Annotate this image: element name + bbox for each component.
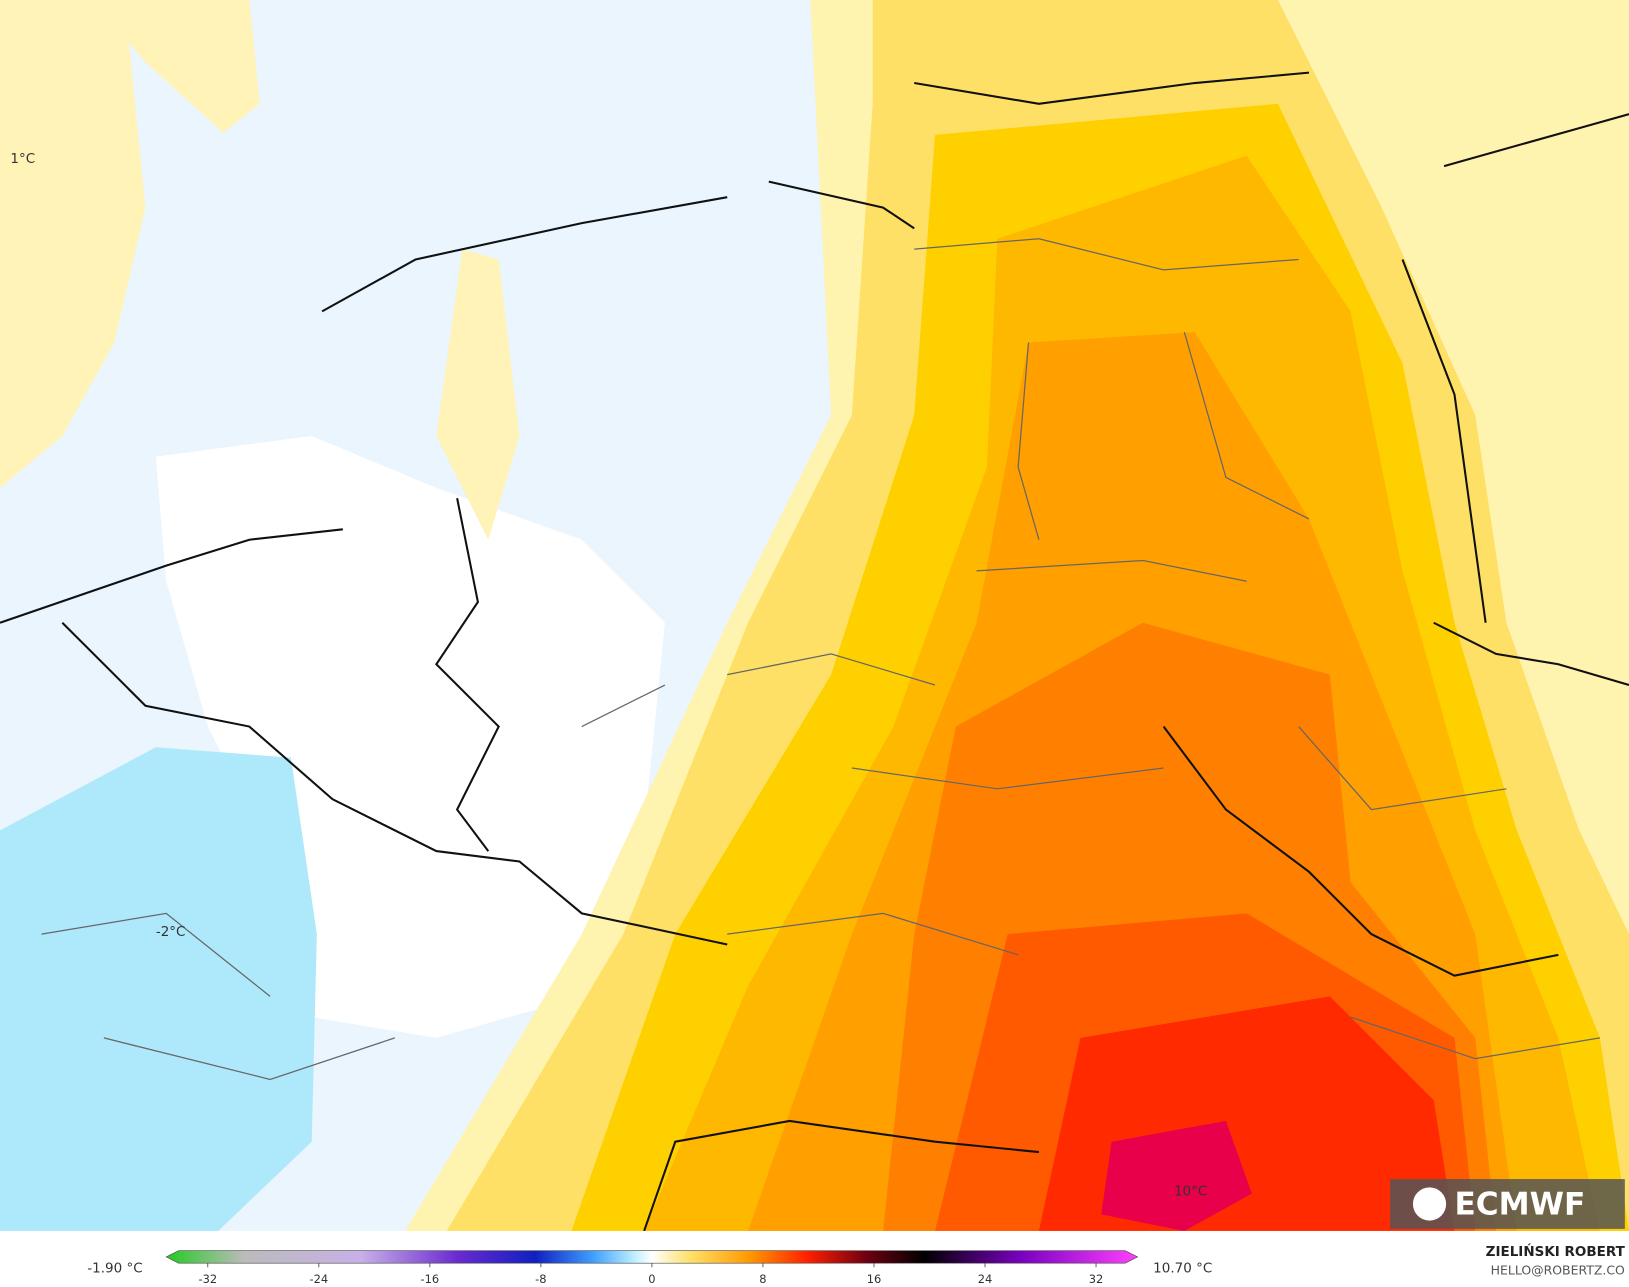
colorbar-tick-label: -8 bbox=[535, 1272, 546, 1286]
logo: ECMWF bbox=[1454, 1186, 1585, 1222]
zone-cold bbox=[0, 747, 317, 1231]
colorbar-tick-label: -24 bbox=[309, 1272, 328, 1286]
colorbar-tick-label: -16 bbox=[421, 1272, 440, 1286]
isotherm-label: 10°C bbox=[1174, 1184, 1207, 1200]
map-area: 1°C -2°C 10°C ECMWF bbox=[0, 0, 1629, 1232]
colorbar-tick-label: 24 bbox=[978, 1272, 993, 1286]
isotherm-label: -2°C bbox=[156, 924, 186, 940]
region-border bbox=[41, 238, 1601, 1081]
zone-pale-yellow bbox=[0, 0, 146, 488]
contact: HELLO@ROBERTZ.CO bbox=[1491, 1263, 1625, 1278]
max-label: 10.70 °C bbox=[1153, 1260, 1212, 1276]
author: ZIELIŃSKI ROBERT bbox=[1486, 1242, 1626, 1260]
zone-pale-yellow bbox=[436, 249, 520, 540]
country-border bbox=[61, 259, 1629, 1232]
colorbar bbox=[165, 1250, 1139, 1264]
isotherm-label: 1°C bbox=[10, 151, 35, 167]
zone-pale-yellow bbox=[93, 0, 260, 133]
zone-t9 bbox=[1101, 1120, 1252, 1231]
colorbar-tick-label: 32 bbox=[1089, 1272, 1104, 1286]
colorbar-tick-label: -32 bbox=[198, 1272, 217, 1286]
min-label: -1.90 °C bbox=[87, 1260, 142, 1276]
colorbar-tick-label: 8 bbox=[759, 1272, 766, 1286]
colorbar-tick-label: 0 bbox=[648, 1272, 655, 1286]
colorbar-tick-label: 16 bbox=[867, 1272, 882, 1286]
logo-icon bbox=[1412, 1187, 1447, 1221]
coastline bbox=[0, 71, 1629, 624]
